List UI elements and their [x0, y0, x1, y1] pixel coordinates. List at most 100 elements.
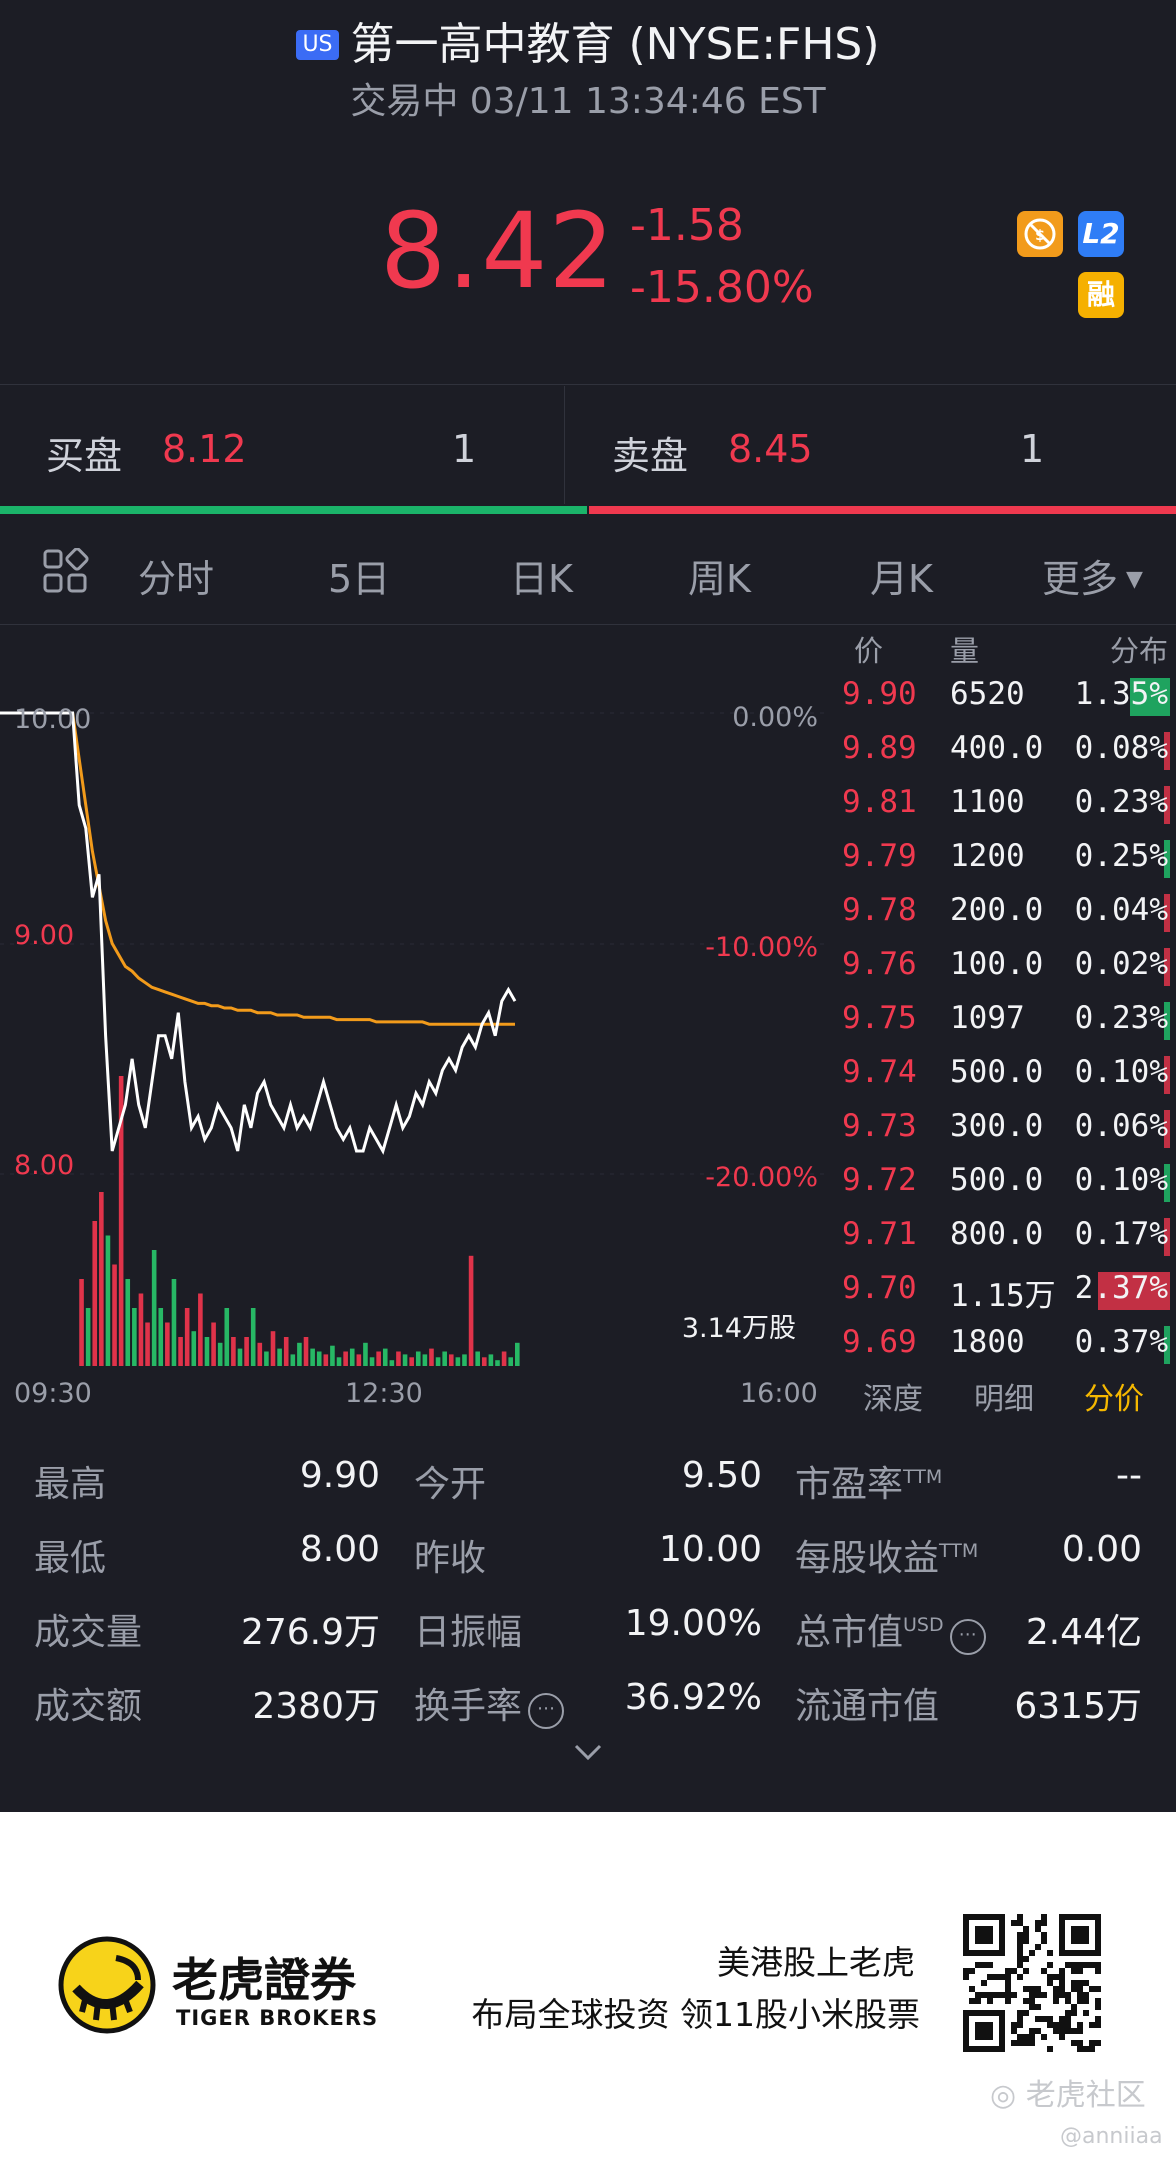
- tab-intraday[interactable]: 分时: [138, 557, 215, 601]
- price-change-pct: -15.80%: [630, 262, 814, 313]
- qr-module: [1077, 1980, 1083, 1986]
- margin-badge[interactable]: 融: [1078, 272, 1124, 318]
- volume-bar: [442, 1351, 447, 1366]
- row-share-bar: [1164, 840, 1170, 878]
- qr-module: [1041, 1932, 1047, 1938]
- qr-module: [1017, 1914, 1023, 1920]
- qr-module: [1077, 1992, 1083, 1998]
- volume-bar: [422, 1354, 428, 1366]
- qr-module: [1041, 1968, 1047, 1974]
- level2-badge[interactable]: L2: [1078, 211, 1124, 257]
- row-pct: 0.08%: [1074, 730, 1168, 766]
- volume-bar: [429, 1348, 434, 1366]
- time-axis-label: 09:30: [14, 1378, 92, 1409]
- tab-5day[interactable]: 5日: [328, 557, 391, 601]
- qr-module: [1017, 2016, 1023, 2022]
- qr-module: [1053, 1986, 1059, 1992]
- distribution-row: 9.75 1097 0.23%: [836, 996, 1176, 1050]
- distribution-row: 9.79 1200 0.25%: [836, 834, 1176, 888]
- price-distribution-list: 9.90 6520 1.35% 9.89 400.0 0.08% 9.81 1100 0.23%…: [836, 672, 1176, 1374]
- qr-module: [1077, 1998, 1083, 2004]
- volume-bar: [85, 1308, 91, 1366]
- qr-module: [999, 1992, 1005, 1998]
- tab-monthly-k[interactable]: 月K: [870, 557, 933, 601]
- qr-module: [1083, 1998, 1089, 2004]
- qr-module: [1047, 2022, 1053, 2028]
- avg-price-line: [0, 711, 515, 1026]
- qr-module: [981, 1962, 987, 1968]
- qr-module: [1023, 2010, 1029, 2016]
- qr-module: [1053, 1992, 1059, 1998]
- divider: [0, 384, 1176, 385]
- volume-bar: [132, 1308, 137, 1366]
- volume-bar: [92, 1221, 98, 1366]
- intraday-chart[interactable]: 10.00 9.00 8.00 0.00% -10.00% -20.00% 3.…: [0, 626, 830, 1426]
- no-short-icon[interactable]: $: [1017, 211, 1063, 257]
- qr-module: [1083, 1962, 1089, 1968]
- tab-daily-k[interactable]: 日K: [510, 557, 573, 601]
- qr-module: [1053, 1974, 1059, 1980]
- qr-module: [963, 1968, 969, 1974]
- qr-module: [1041, 2034, 1047, 2040]
- row-share-bar: [1164, 786, 1170, 824]
- qr-module: [1041, 1938, 1047, 1944]
- qr-module: [1017, 1932, 1023, 1938]
- distribution-row: 9.90 6520 1.35%: [836, 672, 1176, 726]
- qr-module: [1047, 2046, 1053, 2052]
- volume-bar: [290, 1354, 296, 1366]
- volume-bar: [343, 1351, 348, 1366]
- expand-chevron-icon[interactable]: [572, 1742, 604, 1766]
- qr-module: [1017, 2040, 1023, 2046]
- caret-down-icon: ▼: [1126, 567, 1143, 592]
- row-qty: 500.0: [950, 1162, 1044, 1198]
- stat-label: 最高: [34, 1464, 107, 1505]
- qr-module: [1071, 1962, 1077, 1968]
- qr-module: [1065, 1962, 1071, 1968]
- volume-bar: [224, 1308, 230, 1366]
- volume-bar: [376, 1351, 381, 1366]
- qr-code[interactable]: [963, 1914, 1101, 2056]
- tab-trades[interactable]: 明细: [974, 1382, 1034, 1417]
- qr-module: [1095, 1998, 1101, 2004]
- row-pct: 2.37%: [1074, 1270, 1168, 1306]
- volume-bar: [283, 1337, 289, 1366]
- qr-module: [1005, 1968, 1011, 1974]
- stat-value: 9.90: [299, 1455, 380, 1496]
- community-watermark: ◎ 老虎社区: [990, 2078, 1146, 2113]
- volume-bar: [264, 1351, 269, 1366]
- slogan-2: 布局全球投资 领11股小米股票: [471, 1995, 920, 2034]
- layout-grid-icon[interactable]: [42, 547, 90, 596]
- row-qty: 100.0: [950, 946, 1044, 982]
- row-share-bar: [1164, 1326, 1170, 1364]
- tab-price-distribution[interactable]: 分价: [1084, 1382, 1144, 1417]
- row-price: 9.71: [842, 1216, 917, 1252]
- row-qty: 1200: [950, 838, 1025, 874]
- info-icon[interactable]: ⋯: [949, 1619, 986, 1655]
- stat-label: 换手率 ⋯: [414, 1677, 565, 1729]
- volume-bar: [396, 1351, 401, 1366]
- qr-module: [1059, 1968, 1065, 1974]
- qr-module: [1077, 1986, 1083, 1992]
- last-price: 8.42: [380, 190, 616, 312]
- tab-weekly-k[interactable]: 周K: [688, 557, 751, 601]
- stat-label: 成交量: [34, 1612, 143, 1653]
- volume-bar: [455, 1357, 461, 1366]
- volume-bar: [250, 1308, 256, 1366]
- qr-module: [1029, 2040, 1035, 2046]
- tab-more[interactable]: 更多 ▼: [1042, 548, 1143, 603]
- bid-strength-bar: [0, 506, 587, 514]
- qr-module: [1029, 2004, 1035, 2010]
- tab-depth[interactable]: 深度: [863, 1382, 923, 1417]
- divider: [0, 624, 1176, 625]
- info-icon[interactable]: ⋯: [528, 1693, 565, 1729]
- row-pct: 0.04%: [1074, 892, 1168, 928]
- qr-module: [1023, 1926, 1029, 1932]
- qr-module: [975, 1962, 981, 1968]
- qr-module: [1005, 1986, 1011, 1992]
- row-price: 9.78: [842, 892, 917, 928]
- promo-footer: 老虎證券 TIGER BROKERS 美港股上老虎 布局全球投资 领11股小米股…: [0, 1812, 1176, 2157]
- volume-bar: [508, 1357, 513, 1366]
- qr-module: [1035, 1986, 1041, 1992]
- qr-module: [1083, 2046, 1089, 2052]
- bid-price: 8.12: [162, 427, 247, 471]
